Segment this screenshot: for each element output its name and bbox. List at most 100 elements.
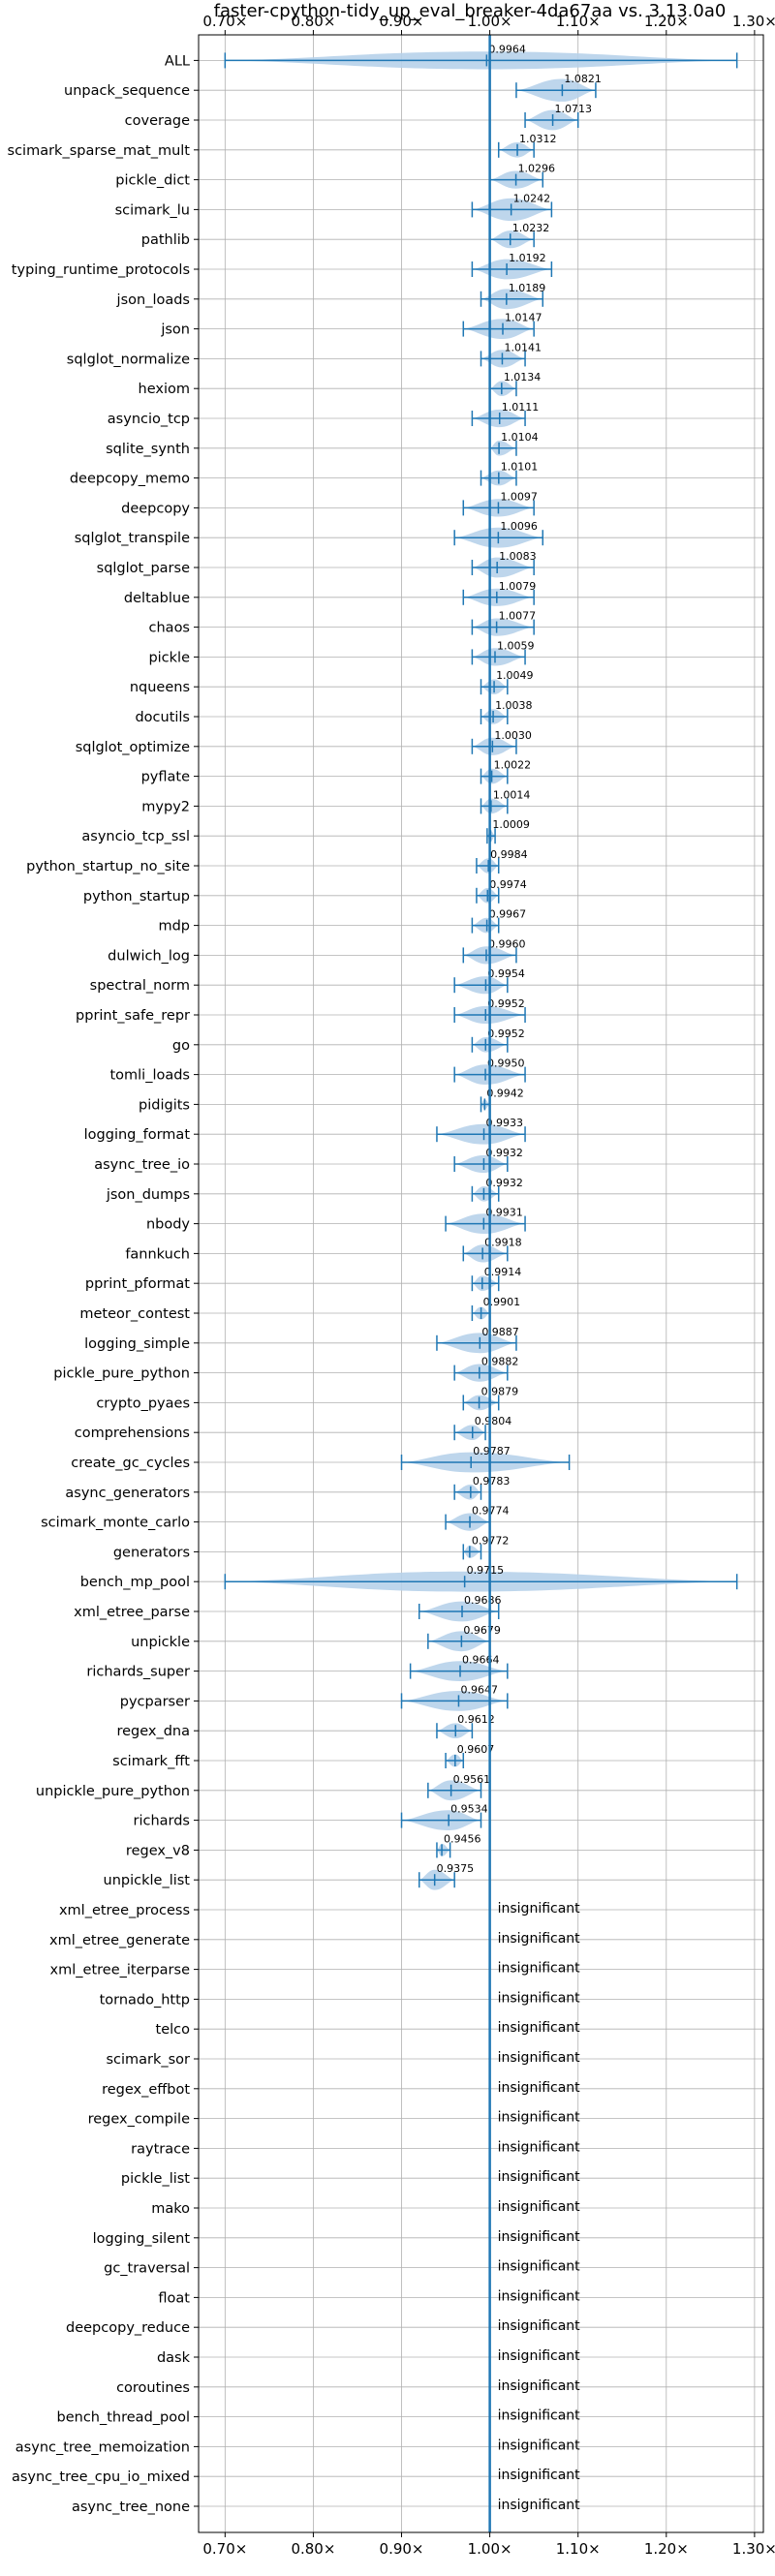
category-label: regex_dna [116, 1724, 190, 1739]
value-label: 0.9942 [486, 1087, 524, 1099]
value-label: 0.9787 [473, 1445, 511, 1457]
value-label: 0.9960 [488, 937, 526, 950]
value-label: 1.0242 [513, 192, 551, 204]
category-label: coverage [125, 113, 190, 129]
category-label: pickle_pure_python [53, 1366, 190, 1382]
category-label: async_tree_memoization [16, 2439, 190, 2455]
category-label: spectral_norm [90, 978, 190, 994]
value-label: 0.9932 [485, 1177, 523, 1189]
value-label: 0.9783 [473, 1475, 511, 1487]
category-label: pickle_dict [115, 173, 190, 189]
category-label: json_loads [116, 292, 190, 308]
value-label: 0.9664 [462, 1654, 499, 1667]
value-label: 1.0096 [500, 520, 538, 533]
value-label: 0.9901 [483, 1296, 520, 1308]
category-label: scimark_sor [106, 2052, 190, 2068]
value-label: 1.0038 [495, 699, 533, 712]
violin-sqlite_synth [488, 440, 517, 456]
violin-spectral_norm [453, 976, 509, 995]
category-label: dulwich_log [108, 948, 190, 964]
value-label: 0.9932 [485, 1147, 523, 1159]
category-label: pidigits [139, 1097, 190, 1113]
value-label: 1.0097 [500, 490, 538, 503]
violin-typing_runtime_protocols [471, 259, 553, 280]
category-label: create_gc_cycles [71, 1456, 190, 1471]
category-label: tomli_loads [109, 1068, 190, 1084]
category-label: bench_thread_pool [57, 2410, 190, 2426]
category-label: richards [133, 1814, 190, 1829]
x-tick-label-bottom: 0.80× [291, 2540, 335, 2558]
violin-json [462, 319, 535, 339]
value-label: 0.9561 [453, 1773, 491, 1786]
category-label: deepcopy_memo [70, 472, 190, 487]
violin-deepcopy [462, 499, 535, 517]
x-tick-label-bottom: 1.20× [644, 2540, 689, 2558]
category-label: mdp [158, 919, 190, 935]
category-label: fannkuch [125, 1246, 190, 1262]
category-label: pathlib [141, 232, 190, 248]
violin-pprint_pformat [471, 1275, 500, 1292]
x-tick-label-top: 0.80× [291, 13, 335, 30]
value-label: 0.9887 [481, 1326, 519, 1338]
category-label: unpickle_pure_python [36, 1784, 190, 1799]
category-label: generators [113, 1545, 190, 1560]
value-label: 0.9456 [444, 1832, 481, 1845]
category-label: xml_etree_process [59, 1903, 190, 1918]
category-label: float [158, 2290, 190, 2306]
category-label: json_dumps [106, 1187, 190, 1203]
category-label: pickle_list [121, 2171, 190, 2187]
violin-unpickle_pure_python [427, 1780, 482, 1801]
violin-sqlglot_parse [471, 557, 535, 578]
violin-richards [400, 1810, 482, 1830]
category-label: logging_silent [93, 2231, 191, 2247]
insignificant-label: insignificant [498, 2050, 581, 2066]
violin-deltablue [462, 588, 535, 606]
value-label: 0.9964 [488, 43, 525, 55]
value-label: 1.0312 [519, 133, 557, 145]
insignificant-label: insignificant [498, 2020, 581, 2036]
value-label: 1.0296 [518, 163, 556, 175]
insignificant-label: insignificant [498, 2110, 581, 2126]
insignificant-label: insignificant [498, 1901, 581, 1917]
violin-async_generators [453, 1484, 482, 1500]
category-label: chaos [149, 621, 190, 636]
value-label: 0.9375 [437, 1862, 475, 1875]
x-tick-label-bottom: 0.70× [202, 2540, 247, 2558]
category-label: async_tree_io [94, 1157, 190, 1173]
violin-fannkuch [462, 1244, 509, 1263]
value-label: 0.9954 [487, 967, 525, 980]
violin-nbody [445, 1213, 526, 1234]
insignificant-label: insignificant [498, 2169, 581, 2185]
category-label: richards_super [86, 1665, 190, 1680]
insignificant-label: insignificant [498, 2229, 581, 2245]
value-label: 0.9974 [489, 878, 527, 891]
category-label: comprehensions [75, 1426, 190, 1441]
value-label: 1.0111 [502, 401, 540, 414]
category-label: mypy2 [141, 799, 190, 814]
category-label: dask [157, 2350, 191, 2366]
category-label: docutils [135, 710, 190, 725]
category-label: async_generators [65, 1486, 190, 1501]
category-label: pprint_safe_repr [76, 1008, 190, 1024]
violin-sqlglot_optimize [471, 737, 517, 755]
insignificant-label: insignificant [498, 2348, 581, 2364]
category-label: hexiom [139, 382, 190, 397]
violin-nqueens [480, 679, 509, 695]
x-tick-label-bottom: 1.30× [732, 2540, 775, 2558]
category-label: python_startup [83, 889, 190, 905]
value-label: 1.0022 [494, 759, 531, 772]
category-label: crypto_pyaes [96, 1395, 190, 1411]
value-label: 0.9933 [486, 1117, 524, 1129]
insignificant-label: insignificant [498, 1931, 581, 1947]
category-label: pyflate [141, 770, 190, 785]
category-label: go [172, 1038, 190, 1054]
insignificant-label: insignificant [498, 2468, 581, 2483]
category-label: gc_traversal [104, 2261, 190, 2277]
value-label: 0.9686 [464, 1594, 502, 1607]
violin-bench_mp_pool [224, 1571, 738, 1592]
category-label: deepcopy [121, 501, 190, 516]
violin-logging_format [436, 1123, 526, 1145]
category-label: raytrace [131, 2141, 190, 2157]
violin-unpack_sequence [515, 78, 597, 102]
